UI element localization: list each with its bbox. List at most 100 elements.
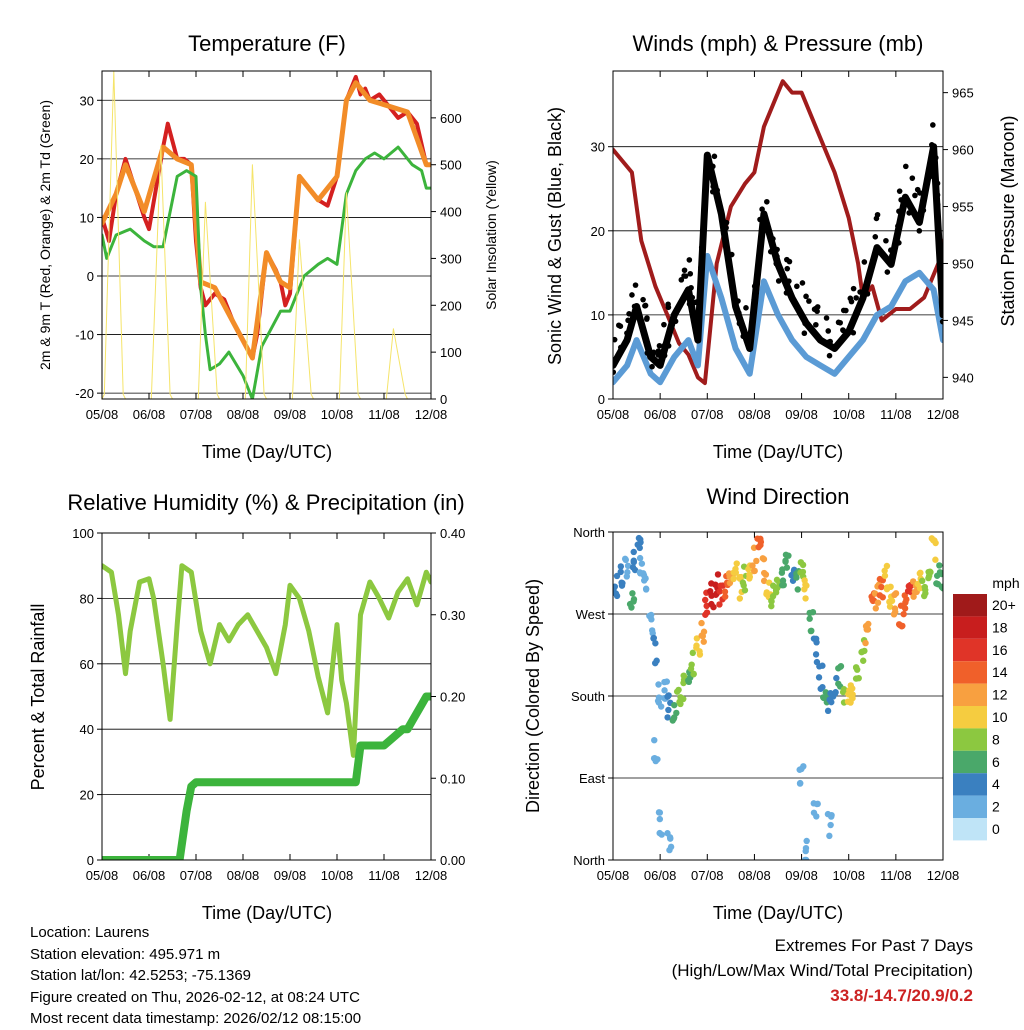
direction-point	[932, 556, 939, 563]
direction-xlabel: Time (Day/UTC)	[713, 903, 843, 923]
x-tick-label: 10/08	[832, 868, 865, 883]
direction-point	[799, 568, 807, 576]
direction-point	[736, 595, 744, 602]
direction-point	[661, 687, 668, 694]
y2-tick-label: 0.10	[440, 771, 465, 786]
x-tick-label: 11/08	[880, 868, 912, 883]
gust-point	[681, 267, 688, 274]
station-pressure-line	[613, 79, 943, 386]
gust-point	[806, 298, 812, 304]
gust-point	[705, 158, 712, 165]
series-group	[613, 79, 943, 386]
x-tick-label: 05/08	[597, 868, 630, 883]
y2-tick-label: 600	[440, 111, 462, 126]
gust-point	[872, 233, 879, 240]
x-tick-label: 09/08	[785, 868, 818, 883]
x-tick-label: 07/08	[691, 407, 724, 422]
direction-point	[904, 587, 912, 595]
gust-point	[803, 293, 809, 300]
direction-point	[903, 596, 910, 603]
legend-label: 8	[992, 731, 1000, 747]
gust-point	[631, 303, 638, 310]
direction-point	[830, 691, 838, 698]
gust-point	[939, 318, 943, 325]
direction-point	[646, 612, 653, 620]
direction-point	[746, 573, 753, 581]
gust-point	[700, 232, 707, 239]
direction-point	[782, 558, 789, 565]
direction-point	[613, 572, 621, 580]
gust-point	[814, 304, 821, 310]
legend-swatch	[953, 706, 987, 729]
direction-point	[878, 583, 885, 591]
direction-point	[925, 574, 932, 582]
direction-point	[881, 567, 888, 574]
gust-point	[650, 349, 657, 356]
direction-point	[896, 621, 904, 629]
direction-point	[751, 567, 758, 575]
direction-point	[844, 698, 852, 705]
y-tick-label: -10	[75, 328, 94, 343]
winds-xlabel: Time (Day/UTC)	[713, 442, 843, 462]
direction-point	[874, 599, 882, 606]
gust-point	[751, 296, 757, 303]
gust-point	[695, 317, 702, 324]
y-tick-label: South	[571, 689, 605, 704]
gust-point	[735, 298, 741, 304]
gust-point	[786, 278, 792, 284]
gust-point	[896, 240, 902, 246]
direction-point	[881, 572, 889, 579]
direction-point	[721, 593, 729, 600]
direction-point	[768, 598, 775, 605]
x-tick-label: 08/08	[227, 868, 260, 883]
x-tick-label: 09/08	[274, 407, 307, 422]
direction-point	[733, 560, 740, 567]
direction-point	[916, 584, 924, 592]
gust-point	[898, 197, 904, 203]
direction-point	[635, 534, 643, 542]
y2-tick-label: 965	[952, 86, 974, 101]
y2-tick-label: 300	[440, 251, 462, 266]
direction-point	[907, 582, 914, 590]
direction-point	[730, 575, 737, 583]
direction-point	[858, 648, 865, 656]
direction-point	[863, 626, 870, 633]
direction-point	[806, 609, 813, 617]
temperature-frame	[101, 70, 432, 400]
gust-point	[740, 333, 747, 340]
direction-point	[721, 588, 729, 595]
direction-point	[717, 582, 724, 589]
temperature-title: Temperature (F)	[188, 31, 346, 56]
gust-point	[710, 163, 716, 170]
direction-point	[696, 651, 704, 658]
gust-point	[640, 296, 646, 303]
y2-tick-label: 940	[952, 370, 974, 385]
x-tick-label: 08/08	[738, 868, 771, 883]
direction-point	[700, 628, 708, 635]
direction-point	[782, 551, 790, 558]
gust-point	[724, 246, 731, 253]
gust-point	[672, 318, 679, 325]
direction-point	[677, 700, 684, 708]
gust-point	[727, 273, 734, 280]
y2-tick-label: 945	[952, 313, 974, 328]
solar-insolation-line	[102, 71, 431, 399]
gust-point	[920, 207, 927, 214]
direction-point	[833, 674, 840, 682]
recent-timestamp: Most recent data timestamp: 2026/02/12 0…	[30, 1010, 362, 1027]
direction-point	[802, 856, 810, 860]
legend-label: 0	[992, 821, 1000, 837]
y2-tick-label: 100	[440, 345, 462, 360]
legend-label: 12	[992, 687, 1008, 703]
y2-tick-label: 950	[952, 256, 974, 271]
direction-point	[801, 586, 808, 593]
direction-point	[689, 649, 696, 657]
direction-point	[630, 558, 637, 566]
gust-point	[888, 247, 894, 253]
gust-point	[682, 273, 689, 279]
direction-point	[732, 569, 740, 576]
x-tick-label: 10/08	[321, 407, 354, 422]
gust-point	[757, 216, 763, 223]
legend-swatch	[953, 818, 987, 841]
